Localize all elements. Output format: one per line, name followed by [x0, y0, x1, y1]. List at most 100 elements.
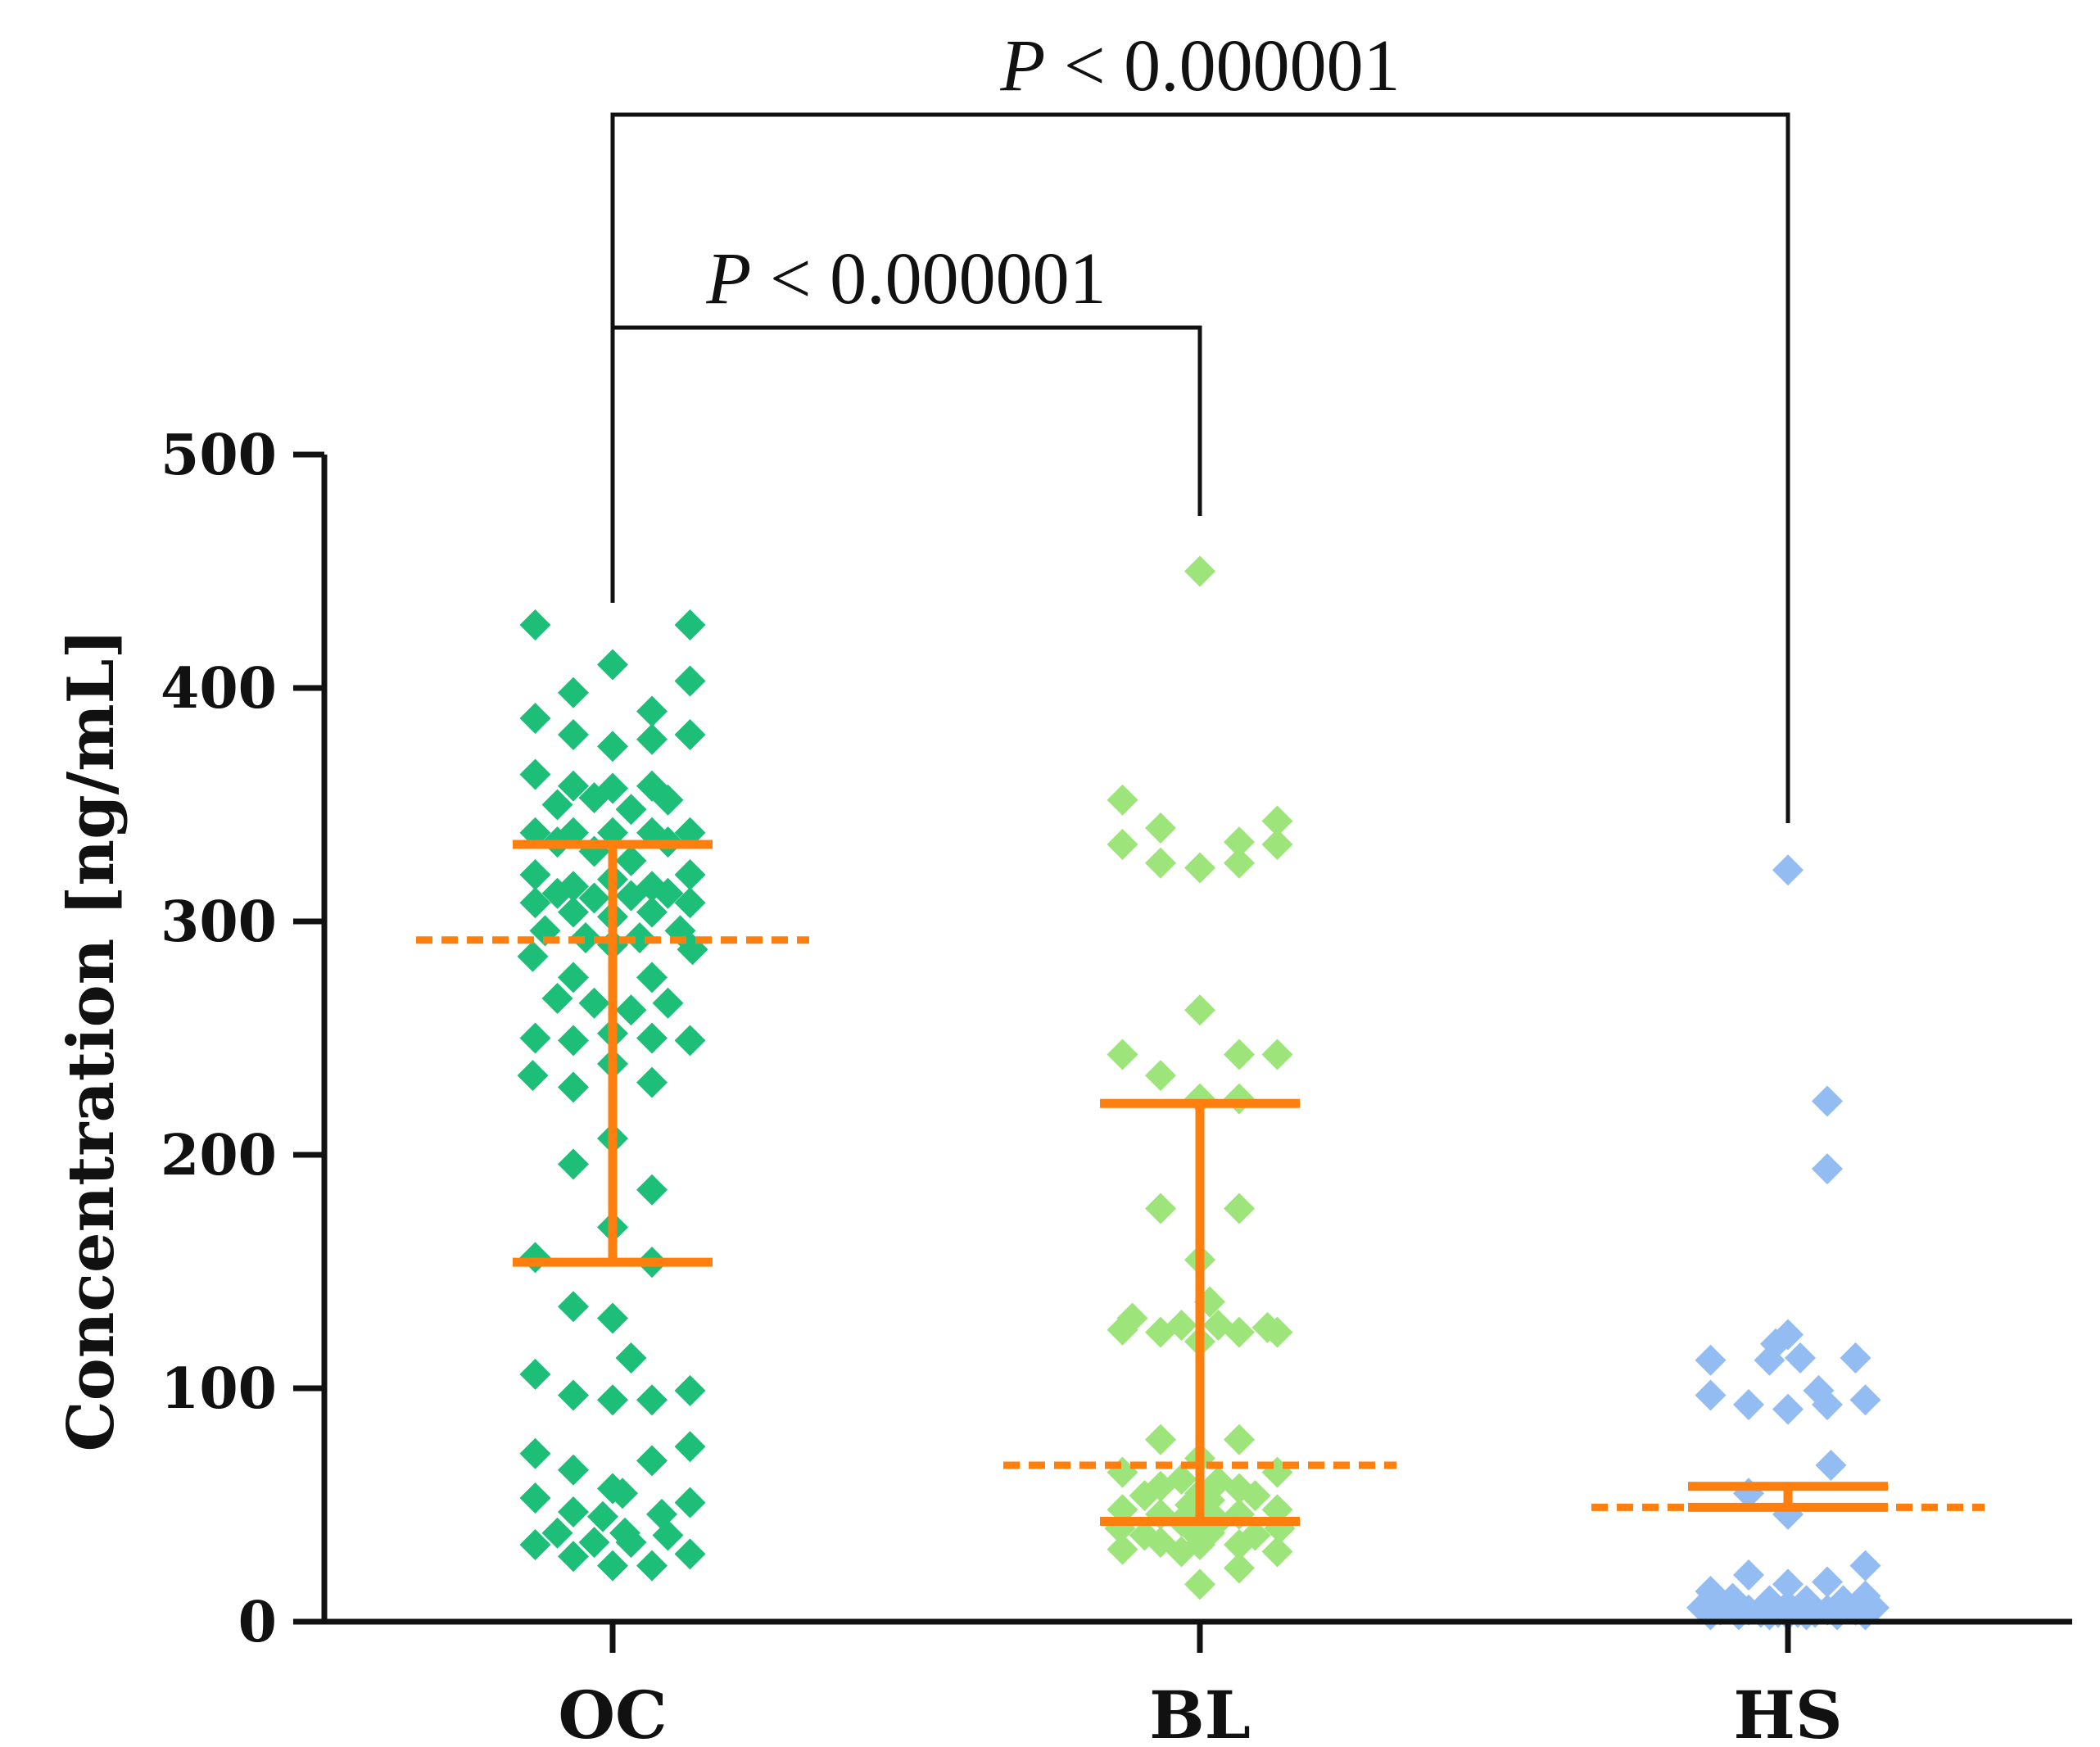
- data-point-bl: [1224, 847, 1255, 879]
- data-point-oc: [519, 887, 551, 919]
- data-point-oc: [541, 789, 573, 821]
- data-point-bl: [1202, 1310, 1234, 1342]
- data-point-bl: [1184, 555, 1215, 587]
- data-point-bl: [1145, 847, 1176, 879]
- data-point-oc: [578, 1527, 610, 1559]
- y-tick-label: 400: [161, 656, 277, 722]
- data-point-hs: [1815, 1450, 1847, 1482]
- y-tick-label: 200: [161, 1123, 277, 1188]
- data-point-oc: [615, 794, 647, 826]
- data-point-oc: [636, 695, 668, 727]
- data-point-oc: [615, 844, 647, 876]
- summary-lines: [416, 840, 1985, 1526]
- x-tick-label: HS: [1733, 1677, 1842, 1747]
- data-point-hs: [1754, 1344, 1785, 1376]
- data-point-oc: [558, 719, 589, 750]
- data-point-bl: [1165, 1536, 1197, 1568]
- data-point-bl: [1224, 1193, 1255, 1224]
- data-point-hs: [1785, 1342, 1816, 1374]
- data-point-oc: [519, 1022, 551, 1054]
- data-point-oc: [597, 1384, 628, 1416]
- data-point-oc: [570, 921, 601, 953]
- data-point-bl: [1184, 852, 1215, 884]
- data-point-oc: [519, 859, 551, 890]
- data-point-oc: [636, 1174, 668, 1206]
- data-point-oc: [558, 962, 589, 993]
- y-tick-label: 0: [238, 1590, 277, 1655]
- y-tick-label: 300: [161, 889, 277, 955]
- data-point-oc: [578, 882, 610, 914]
- data-point-bl: [1145, 812, 1176, 844]
- y-ticks: 0 100 200 300 400 500: [161, 423, 324, 1655]
- data-point-bl: [1261, 1536, 1293, 1568]
- data-point-hs: [1733, 1388, 1764, 1420]
- data-point-oc: [607, 1478, 638, 1509]
- data-point-bl: [1224, 1039, 1255, 1070]
- data-point-bl: [1145, 1060, 1176, 1092]
- data-point-oc: [558, 677, 589, 708]
- x-tick-label: OC: [558, 1677, 667, 1747]
- p-threshold: < 0.000001: [1045, 25, 1400, 106]
- data-point-bl: [1107, 1039, 1138, 1070]
- data-point-oc: [597, 1302, 628, 1334]
- data-point-hs: [1849, 1550, 1881, 1582]
- data-point-oc: [674, 1025, 706, 1057]
- data-point-oc: [597, 1550, 628, 1582]
- x-ticks: OC BL HS: [558, 1622, 1843, 1747]
- data-point-bl: [1224, 826, 1255, 858]
- data-point-oc: [615, 1527, 647, 1559]
- data-point-hs: [1772, 1568, 1804, 1600]
- data-point-oc: [674, 609, 706, 641]
- data-point-bl: [1224, 1528, 1255, 1560]
- data-point-bl: [1107, 784, 1138, 816]
- data-point-hs: [1772, 854, 1804, 886]
- data-point-oc: [558, 1071, 589, 1103]
- data-point-oc: [519, 1437, 551, 1469]
- y-tick-label: 500: [161, 423, 277, 488]
- p-symbol: P: [999, 25, 1045, 106]
- data-point-oc: [597, 649, 628, 681]
- data-point-oc: [652, 1519, 684, 1551]
- data-point-oc: [578, 987, 610, 1019]
- data-point-oc: [517, 1060, 549, 1092]
- data-point-hs: [1772, 1393, 1804, 1425]
- data-point-oc: [558, 1291, 589, 1323]
- data-point-bl: [1165, 1310, 1197, 1342]
- data-point-hs: [1812, 1153, 1843, 1185]
- data-point-oc: [674, 1487, 706, 1518]
- data-point-oc: [636, 1445, 668, 1477]
- data-point-oc: [558, 1379, 589, 1411]
- data-point-oc: [519, 703, 551, 735]
- data-point-bl: [1239, 1480, 1271, 1512]
- p-threshold: < 0.000001: [751, 238, 1106, 319]
- data-point-oc: [636, 1022, 668, 1054]
- data-point-oc: [558, 1496, 589, 1528]
- data-point-hs: [1695, 1344, 1727, 1376]
- data-point-oc: [558, 896, 589, 928]
- data-point-oc: [517, 940, 549, 972]
- data-point-oc: [652, 877, 684, 909]
- data-point-oc: [674, 719, 706, 750]
- data-point-oc: [674, 1538, 706, 1570]
- data-point-oc: [558, 1454, 589, 1486]
- data-point-oc: [519, 1242, 551, 1274]
- data-point-oc: [636, 896, 668, 928]
- data-point-bl: [1107, 1314, 1138, 1346]
- data-point-bl: [1224, 1552, 1255, 1584]
- data-point-oc: [636, 723, 668, 755]
- data-point-hs: [1695, 1379, 1727, 1411]
- x-tick-label: BL: [1149, 1677, 1251, 1747]
- data-point-bl: [1145, 1423, 1176, 1455]
- data-point-oc: [519, 1482, 551, 1514]
- data-point-bl: [1261, 828, 1293, 860]
- data-point-oc: [615, 994, 647, 1026]
- data-point-bl: [1129, 1480, 1161, 1512]
- data-point-bl: [1261, 1456, 1293, 1488]
- data-point-hs: [1849, 1384, 1881, 1416]
- data-point-oc: [652, 784, 684, 816]
- data-point-oc: [578, 781, 610, 813]
- data-point-oc: [558, 1025, 589, 1057]
- data-point-oc: [674, 1431, 706, 1463]
